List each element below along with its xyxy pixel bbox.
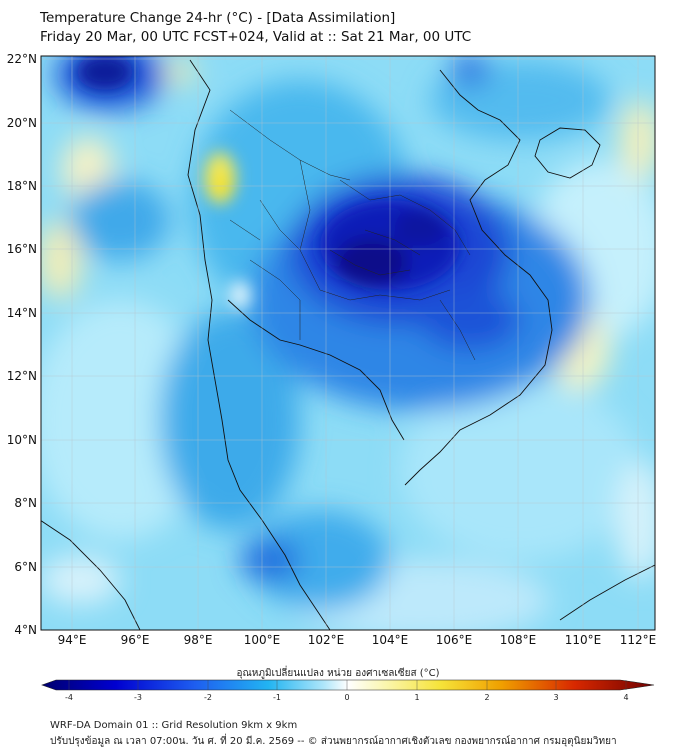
lat-label: 4°N	[14, 623, 37, 637]
colorbar-tick: 2	[484, 693, 489, 702]
lat-label: 6°N	[14, 560, 37, 574]
graticule	[41, 56, 655, 630]
lon-label: 96°E	[121, 633, 150, 647]
colorbar-tick: -2	[204, 693, 212, 702]
map-frame	[40, 55, 656, 631]
colorbar-tick: -3	[134, 693, 142, 702]
lon-label: 104°E	[372, 633, 409, 647]
colorbar-tick: 4	[623, 693, 628, 702]
footer-credit: ปรับปรุงข้อมูล ณ เวลา 07:00น. วัน ศ. ที่…	[50, 736, 617, 747]
indochina-coast	[187, 59, 553, 630]
gulf-of-thailand-coast	[227, 299, 405, 441]
temperature-field	[41, 56, 655, 630]
lat-label: 22°N	[7, 52, 37, 66]
map-subtitle: Friday 20 Mar, 00 UTC FCST+024, Valid at…	[40, 29, 472, 45]
lon-label: 112°E	[620, 633, 657, 647]
sumatra-coast	[41, 520, 141, 630]
admin-borders	[229, 109, 476, 361]
lon-label: 102°E	[308, 633, 345, 647]
lat-label: 16°N	[7, 242, 37, 256]
lat-label: 18°N	[7, 179, 37, 193]
lon-label: 94°E	[58, 633, 87, 647]
lon-label: 98°E	[184, 633, 213, 647]
lat-label: 12°N	[7, 369, 37, 383]
colorbar-tick: -4	[65, 693, 73, 702]
lat-label: 14°N	[7, 306, 37, 320]
footer-resolution: WRF-DA Domain 01 :: Grid Resolution 9km …	[50, 720, 298, 731]
lon-label: 100°E	[244, 633, 281, 647]
lat-label: 8°N	[14, 496, 37, 510]
map-title: Temperature Change 24-hr (°C) - [Data As…	[40, 10, 396, 26]
longitude-labels: 94°E 96°E 98°E 100°E 102°E 104°E 106°E 1…	[58, 633, 657, 647]
borneo-coast	[559, 564, 655, 621]
hainan-outline	[534, 127, 601, 179]
latitude-labels: 22°N 20°N 18°N 16°N 14°N 12°N 10°N 8°N 6…	[7, 52, 37, 637]
coastlines	[41, 59, 655, 630]
lon-label: 110°E	[565, 633, 602, 647]
lat-label: 10°N	[7, 433, 37, 447]
colorbar: -4 -3 -2 -1 0 1 2 3 4	[41, 679, 655, 702]
colorbar-tick: 1	[414, 693, 419, 702]
lon-label: 106°E	[436, 633, 473, 647]
lon-label: 108°E	[500, 633, 537, 647]
colorbar-title: อุณหภูมิเปลี่ยนแปลง หน่วย องศาเซลเซียส (…	[236, 668, 440, 679]
colorbar-gradient	[41, 679, 655, 691]
colorbar-tick: 0	[344, 693, 349, 702]
lat-label: 20°N	[7, 116, 37, 130]
colorbar-tick: 3	[553, 693, 558, 702]
colorbar-tick: -1	[273, 693, 281, 702]
